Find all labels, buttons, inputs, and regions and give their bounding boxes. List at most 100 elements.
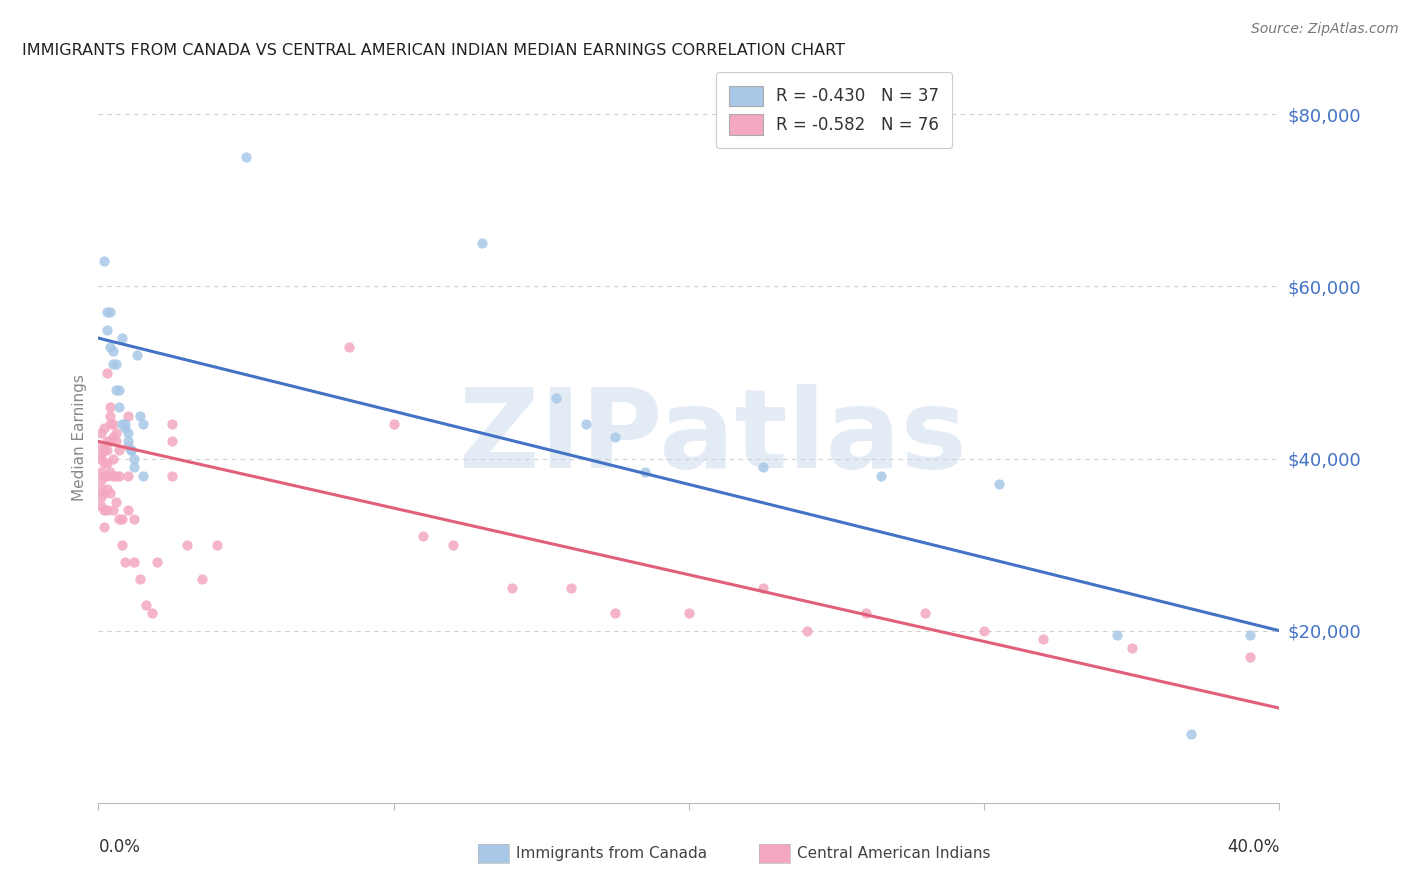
Point xyxy=(125,348,148,362)
Point xyxy=(111,331,134,345)
Point xyxy=(132,468,155,483)
Point xyxy=(108,400,131,414)
Point xyxy=(128,409,150,423)
Point xyxy=(120,442,142,457)
Point xyxy=(120,442,142,457)
Text: Central American Indians: Central American Indians xyxy=(797,847,991,861)
Point xyxy=(114,421,136,435)
Text: ZIPatlas: ZIPatlas xyxy=(458,384,966,491)
Point xyxy=(96,468,118,483)
Point xyxy=(973,624,995,638)
Point xyxy=(90,473,112,487)
Point xyxy=(751,460,773,475)
Point xyxy=(111,512,134,526)
Point xyxy=(96,442,118,457)
Point xyxy=(96,305,118,319)
Point xyxy=(93,520,115,534)
Point xyxy=(93,421,115,435)
Point xyxy=(1105,628,1128,642)
Point xyxy=(162,434,183,449)
Point xyxy=(987,477,1010,491)
Point xyxy=(1032,632,1054,647)
Point xyxy=(90,499,112,513)
Point xyxy=(103,468,125,483)
Text: IMMIGRANTS FROM CANADA VS CENTRAL AMERICAN INDIAN MEDIAN EARNINGS CORRELATION CH: IMMIGRANTS FROM CANADA VS CENTRAL AMERIC… xyxy=(21,43,845,58)
Point xyxy=(1180,727,1202,741)
Point xyxy=(412,529,434,543)
Point xyxy=(441,538,464,552)
Point xyxy=(1239,649,1261,664)
Point xyxy=(191,572,214,586)
Point xyxy=(96,322,118,336)
Point xyxy=(96,456,118,470)
Point xyxy=(98,409,121,423)
Point xyxy=(90,491,112,505)
Point xyxy=(162,417,183,432)
Point xyxy=(105,357,128,371)
Point xyxy=(90,447,112,461)
Point xyxy=(546,392,568,406)
Point xyxy=(90,465,112,479)
Point xyxy=(111,538,134,552)
Point xyxy=(93,442,115,457)
Point xyxy=(914,607,936,621)
Point xyxy=(117,425,139,440)
Point xyxy=(114,555,136,569)
Text: Source: ZipAtlas.com: Source: ZipAtlas.com xyxy=(1251,22,1399,37)
Point xyxy=(574,417,596,432)
Point xyxy=(678,607,700,621)
Point xyxy=(382,417,405,432)
Point xyxy=(111,417,134,432)
Point xyxy=(103,344,125,359)
Point xyxy=(122,555,145,569)
Point xyxy=(122,451,145,466)
Point xyxy=(93,503,115,517)
Point xyxy=(855,607,877,621)
Point xyxy=(1121,640,1143,655)
Point xyxy=(117,503,139,517)
Point xyxy=(98,417,121,432)
Point xyxy=(128,572,150,586)
Point xyxy=(471,236,494,251)
Point xyxy=(146,555,169,569)
Point xyxy=(90,482,112,496)
Point xyxy=(103,417,125,432)
Point xyxy=(90,425,112,440)
Point xyxy=(105,468,128,483)
Point xyxy=(176,538,198,552)
Point xyxy=(1239,628,1261,642)
Point xyxy=(605,430,627,444)
Point xyxy=(132,417,155,432)
Point xyxy=(96,434,118,449)
Point xyxy=(633,465,655,479)
Point xyxy=(96,482,118,496)
Point xyxy=(103,357,125,371)
Text: Immigrants from Canada: Immigrants from Canada xyxy=(516,847,707,861)
Point xyxy=(122,460,145,475)
Point xyxy=(869,468,891,483)
Point xyxy=(501,581,523,595)
Point xyxy=(205,538,228,552)
Point xyxy=(105,383,128,397)
Point xyxy=(108,512,131,526)
Point xyxy=(105,425,128,440)
Point xyxy=(560,581,582,595)
Point xyxy=(98,465,121,479)
Point xyxy=(108,442,131,457)
Point xyxy=(98,340,121,354)
Point xyxy=(93,468,115,483)
Point xyxy=(108,468,131,483)
Point xyxy=(93,456,115,470)
Point xyxy=(117,439,139,453)
Point xyxy=(105,494,128,508)
Point xyxy=(796,624,818,638)
Legend: R = -0.430   N = 37, R = -0.582   N = 76: R = -0.430 N = 37, R = -0.582 N = 76 xyxy=(716,72,952,148)
Point xyxy=(122,512,145,526)
Point xyxy=(235,150,257,164)
Point xyxy=(141,607,163,621)
Point xyxy=(135,598,157,612)
Point xyxy=(98,486,121,500)
Point xyxy=(117,409,139,423)
Point xyxy=(93,486,115,500)
Point xyxy=(108,383,131,397)
